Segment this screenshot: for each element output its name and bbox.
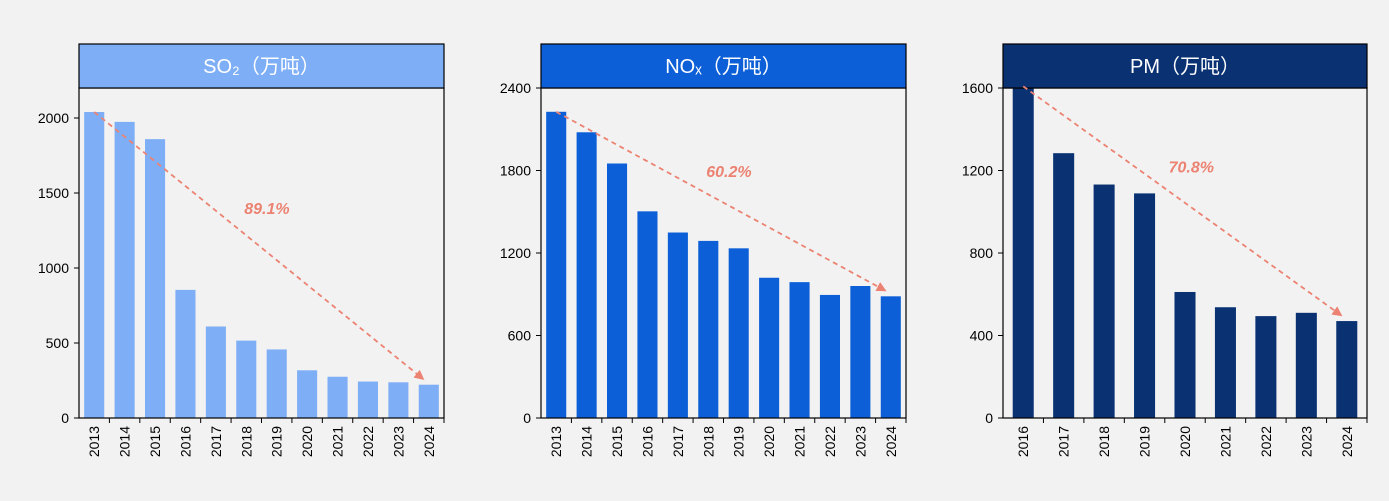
x-tick-label: 2020 xyxy=(299,426,315,457)
x-tick-label: 2021 xyxy=(330,426,346,457)
x-tick-label: 2013 xyxy=(548,426,564,457)
bar-2013 xyxy=(84,112,105,418)
bar-2018 xyxy=(698,240,719,418)
bar-2024 xyxy=(418,384,439,418)
y-tick-label: 0 xyxy=(985,410,993,426)
x-tick-label: 2015 xyxy=(147,426,163,457)
x-tick-label: 2014 xyxy=(579,426,595,457)
bar-2014 xyxy=(114,121,135,419)
x-tick-label: 2024 xyxy=(1339,426,1355,457)
x-tick-label: 2019 xyxy=(1137,426,1153,457)
reduction-label: 60.2% xyxy=(706,164,751,181)
x-tick-label: 2018 xyxy=(700,426,716,457)
x-tick-label: 2023 xyxy=(852,426,868,457)
y-tick-label: 400 xyxy=(970,328,994,344)
x-tick-label: 2020 xyxy=(1177,426,1193,457)
reduction-label: 89.1% xyxy=(244,201,289,218)
x-tick-label: 2016 xyxy=(177,426,193,457)
x-tick-label: 2022 xyxy=(360,426,376,457)
y-tick-label: 1000 xyxy=(38,260,69,276)
bar-2021 xyxy=(1214,307,1236,418)
bar-2016 xyxy=(175,289,196,418)
bar-2022 xyxy=(1255,316,1277,418)
y-tick-label: 0 xyxy=(523,410,531,426)
x-tick-label: 2016 xyxy=(639,426,655,457)
bar-2016 xyxy=(637,211,658,418)
bar-2023 xyxy=(388,382,409,418)
bar-2019 xyxy=(266,349,287,418)
x-tick-label: 2016 xyxy=(1015,426,1031,457)
y-tick-label: 1200 xyxy=(500,245,531,261)
x-tick-label: 2019 xyxy=(269,426,285,457)
x-tick-label: 2018 xyxy=(238,426,254,457)
y-tick-label: 500 xyxy=(46,335,70,351)
x-tick-label: 2019 xyxy=(731,426,747,457)
bar-2020 xyxy=(759,277,780,418)
x-tick-label: 2020 xyxy=(761,426,777,457)
x-tick-label: 2023 xyxy=(390,426,406,457)
y-tick-label: 1600 xyxy=(962,80,993,96)
y-tick-label: 0 xyxy=(61,410,69,426)
x-tick-label: 2017 xyxy=(1056,426,1072,457)
trend-arrow xyxy=(1022,85,1343,317)
x-tick-label: 2017 xyxy=(208,426,224,457)
chart-title: SO₂（万吨） xyxy=(203,55,320,78)
x-tick-label: 2024 xyxy=(421,426,437,457)
x-tick-label: 2018 xyxy=(1096,426,1112,457)
bar-2024 xyxy=(1336,321,1358,418)
chart-header xyxy=(540,43,907,89)
bar-2014 xyxy=(576,132,597,418)
y-tick-label: 600 xyxy=(508,328,532,344)
chart-1: 0 500 1000 1500 2000 2013 2014 2015 2016 2017 2018… xyxy=(38,43,445,457)
chart-3: 0 400 800 1200 1600 2016 2017 2018 2019 2020 2021 2… xyxy=(962,43,1368,457)
x-tick-label: 2013 xyxy=(86,426,102,457)
y-tick-label: 1200 xyxy=(962,163,993,179)
bar-2024 xyxy=(880,296,901,418)
bar-2022 xyxy=(819,294,840,418)
chart-header xyxy=(78,43,445,89)
y-tick-label: 1800 xyxy=(500,163,531,179)
x-tick-label: 2015 xyxy=(609,426,625,457)
trend-arrow xyxy=(93,111,425,380)
reduction-label: 70.8% xyxy=(1169,159,1214,176)
bar-2017 xyxy=(205,326,226,418)
x-tick-label: 2024 xyxy=(883,426,899,457)
chart-title: NOₓ（万吨） xyxy=(665,55,782,78)
bar-2017 xyxy=(667,232,688,418)
bar-2018 xyxy=(1093,184,1115,418)
bar-2023 xyxy=(1295,312,1317,418)
bar-2015 xyxy=(607,163,628,418)
bar-2020 xyxy=(1174,291,1196,418)
bar-2017 xyxy=(1053,153,1075,419)
bar-2023 xyxy=(850,286,871,418)
bar-2018 xyxy=(236,340,257,418)
chart-2: 0 600 1200 1800 2400 2013 2014 2015 2016 2017 2018… xyxy=(500,43,907,457)
x-tick-label: 2023 xyxy=(1298,426,1314,457)
chart-title: PM（万吨） xyxy=(1130,55,1240,78)
trend-arrow xyxy=(555,110,887,292)
bar-2021 xyxy=(789,282,810,418)
x-tick-label: 2021 xyxy=(792,426,808,457)
y-tick-label: 2000 xyxy=(38,110,69,126)
x-tick-label: 2014 xyxy=(117,426,133,457)
y-tick-label: 2400 xyxy=(500,80,531,96)
bar-2019 xyxy=(1134,193,1156,418)
x-tick-label: 2022 xyxy=(1258,426,1274,457)
bar-2022 xyxy=(357,381,378,418)
y-tick-label: 1500 xyxy=(38,185,69,201)
bar-2020 xyxy=(297,370,318,418)
chart-header xyxy=(1002,43,1368,89)
bar-2015 xyxy=(145,139,166,418)
x-tick-label: 2021 xyxy=(1217,426,1233,457)
x-tick-label: 2022 xyxy=(822,426,838,457)
bar-2021 xyxy=(327,376,348,418)
bar-2016 xyxy=(1012,86,1034,418)
x-tick-label: 2017 xyxy=(670,426,686,457)
bar-2019 xyxy=(728,248,749,418)
bar-2013 xyxy=(546,111,567,418)
y-tick-label: 800 xyxy=(970,245,994,261)
